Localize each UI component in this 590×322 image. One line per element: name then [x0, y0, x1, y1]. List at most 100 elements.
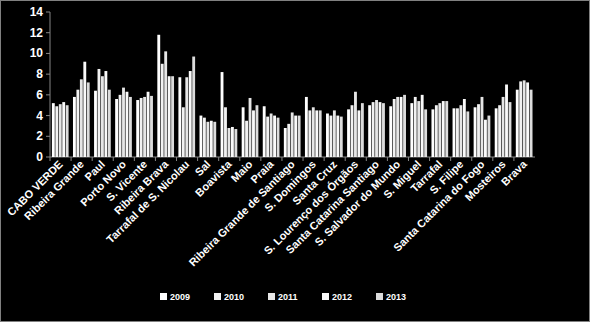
bar — [477, 104, 480, 157]
bar — [336, 116, 339, 157]
bar — [122, 88, 125, 157]
bar — [94, 91, 97, 157]
legend-swatch — [268, 293, 275, 300]
x-tick — [176, 157, 177, 161]
bar — [329, 116, 332, 157]
bar — [221, 72, 224, 157]
legend-label: 2011 — [278, 292, 298, 302]
bar — [147, 92, 150, 157]
x-tick — [260, 157, 261, 161]
bar — [62, 102, 65, 157]
legend-swatch — [214, 293, 221, 300]
x-tick — [71, 157, 72, 161]
bar — [129, 97, 132, 157]
y-tick-label: 12 — [30, 26, 44, 40]
x-tick — [113, 157, 114, 161]
bar — [417, 101, 420, 157]
bar — [466, 111, 469, 157]
bar — [55, 106, 58, 157]
x-tick — [197, 157, 198, 161]
bar — [140, 98, 143, 157]
legend-swatch — [160, 293, 167, 300]
bar — [421, 95, 424, 157]
x-tick-label: Tarrafal de S. Nicolau — [104, 158, 191, 245]
bar — [150, 96, 153, 157]
bar — [474, 107, 477, 157]
bar — [481, 97, 484, 157]
x-tick — [218, 157, 219, 161]
y-tick — [46, 115, 50, 116]
bar — [52, 103, 55, 157]
x-tick-label: Santa Catarina do Fogo — [391, 158, 487, 254]
chart: 02468101214CABO VERDERibeira GrandePaulP… — [0, 0, 590, 322]
bar — [312, 107, 315, 157]
y-tick — [46, 12, 50, 13]
bar — [115, 99, 118, 157]
bar — [228, 128, 231, 157]
bar — [245, 121, 248, 157]
bar — [231, 127, 234, 157]
bar — [213, 122, 216, 157]
legend-label: 2010 — [224, 292, 244, 302]
bar — [273, 116, 276, 157]
y-tick-label: 14 — [30, 5, 44, 19]
bar — [333, 110, 336, 157]
x-tick — [345, 157, 346, 161]
bars — [52, 35, 533, 157]
y-tick-label: 8 — [36, 67, 43, 81]
bar — [252, 110, 255, 157]
bar — [83, 62, 86, 157]
bar — [87, 82, 90, 157]
bar — [80, 79, 83, 157]
x-tick — [50, 157, 51, 161]
bar — [326, 114, 329, 158]
x-tick — [134, 157, 135, 161]
x-tick — [450, 157, 451, 161]
bar — [270, 114, 273, 158]
bar — [178, 77, 181, 157]
bar — [66, 105, 69, 157]
bar — [456, 108, 459, 157]
x-tick-label: Ribeira Grande — [22, 158, 86, 222]
bar — [164, 51, 167, 157]
bar — [351, 105, 354, 157]
bar — [516, 90, 519, 157]
bar — [249, 98, 252, 157]
legend-label: 2009 — [170, 292, 190, 302]
bar — [438, 103, 441, 157]
bar — [143, 97, 146, 157]
x-tick — [239, 157, 240, 161]
bar — [182, 107, 185, 157]
bar — [263, 106, 266, 157]
bar — [403, 95, 406, 157]
bar — [185, 77, 188, 157]
bar — [206, 122, 209, 157]
bar — [161, 64, 164, 157]
bar — [410, 103, 413, 157]
x-tick-label: Brava — [499, 157, 530, 188]
x-tick — [492, 157, 493, 161]
bar — [171, 76, 174, 157]
bar — [294, 116, 297, 157]
bar — [73, 97, 76, 157]
bar — [104, 71, 107, 157]
bar — [354, 92, 357, 157]
bar — [530, 90, 533, 157]
bar — [453, 108, 456, 157]
y-tick — [46, 32, 50, 33]
bar — [192, 57, 195, 157]
bar — [519, 81, 522, 157]
bar — [498, 105, 501, 157]
bar — [526, 82, 529, 157]
bar — [108, 90, 111, 157]
bar — [119, 95, 122, 157]
bar — [59, 104, 62, 157]
x-tick — [366, 157, 367, 161]
x-tick — [303, 157, 304, 161]
bar — [298, 116, 301, 157]
bar — [224, 107, 227, 157]
bar — [435, 105, 438, 157]
y-axis — [50, 12, 51, 157]
bar — [502, 97, 505, 157]
bar — [277, 118, 280, 157]
